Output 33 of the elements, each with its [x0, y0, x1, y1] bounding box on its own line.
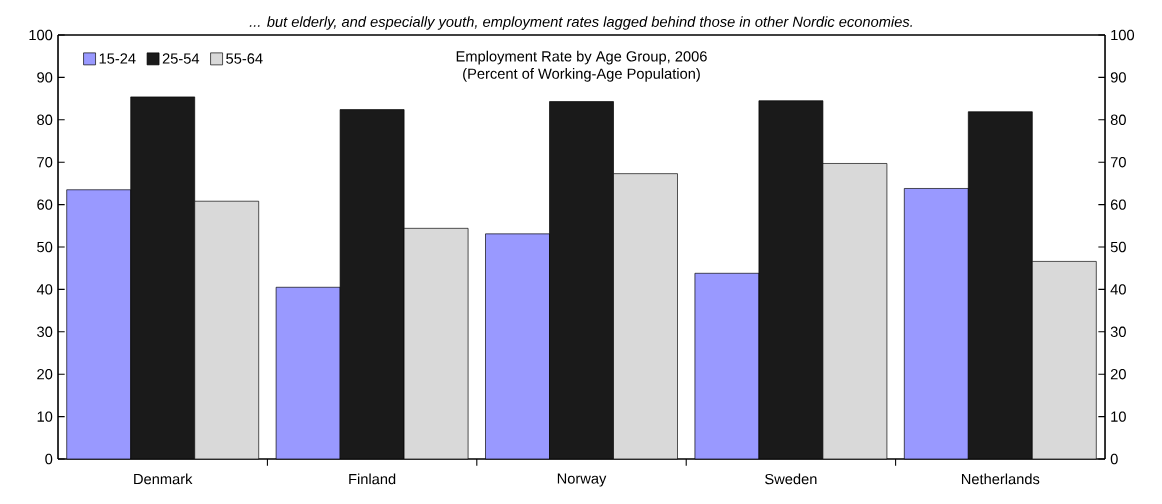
y2-tick-label: 0 — [1110, 453, 1118, 465]
text: (Percent of Working-Age Population) — [463, 68, 700, 82]
y2-tick-label: 80 — [1110, 114, 1126, 125]
y2-tick-label: 70 — [1110, 157, 1126, 168]
x-tick-label: Sweden — [765, 473, 817, 485]
x-tick-label: Netherlands — [961, 473, 1040, 485]
y-tick-label: 100 — [29, 29, 53, 41]
text: ... but elderly, and especially youth, employment rates lagged behind those in other Nordic economies. — [249, 16, 912, 30]
y2-tick-label: 10 — [1111, 411, 1126, 422]
y-tick-label: 60 — [37, 199, 53, 210]
y2-tick-label: 100 — [1111, 29, 1135, 41]
legend-label: 55-64 — [226, 53, 263, 64]
y2-tick-label: 30 — [1110, 326, 1126, 337]
y-tick-label: 20 — [37, 369, 53, 380]
x-tick-label: Denmark — [134, 473, 193, 485]
y-tick-label: 90 — [37, 72, 53, 83]
x-tick-label: Finland — [349, 473, 396, 485]
text: Employment Rate by Age Group, 2006 — [456, 50, 707, 65]
y2-tick-label: 90 — [1110, 72, 1126, 83]
y-tick-label: 0 — [45, 453, 53, 465]
y-tick-label: 80 — [37, 114, 53, 125]
y2-tick-label: 40 — [1110, 284, 1126, 295]
y2-tick-label: 60 — [1110, 199, 1126, 210]
x-tick-label: Norway — [557, 473, 607, 487]
legend-label: 25-54 — [162, 53, 200, 64]
y-tick-label: 10 — [37, 411, 53, 422]
y-tick-label: 50 — [37, 241, 53, 253]
y-tick-label: 40 — [36, 284, 53, 295]
y-tick-label: 30 — [37, 326, 53, 337]
legend-label: 15-24 — [99, 53, 136, 64]
y2-tick-label: 20 — [1110, 369, 1126, 380]
y-tick-label: 70 — [37, 157, 53, 168]
y2-tick-label: 50 — [1110, 241, 1126, 253]
